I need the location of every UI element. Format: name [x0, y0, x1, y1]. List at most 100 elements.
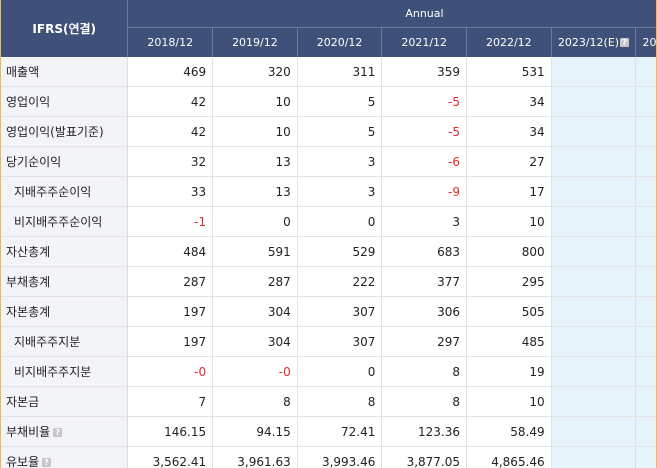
- value-cell: 0: [212, 206, 298, 237]
- row-label-cell: 영업이익(발표기준): [1, 116, 129, 147]
- table-row: 당기순이익 32 13 3 -6 27: [1, 146, 656, 177]
- value-cell: 3: [297, 146, 383, 177]
- table-row: 자본총계 197 304 307 306 505: [1, 296, 656, 327]
- value-cell: 304: [212, 326, 298, 357]
- value-cell: 377: [381, 266, 468, 297]
- value-cell: 34: [466, 86, 552, 117]
- estimate-cell: [551, 176, 637, 207]
- estimate-year-label: 2023/12(E): [557, 36, 620, 49]
- value-cell: 8: [381, 386, 468, 417]
- estimate-cell: [551, 356, 637, 387]
- estimate-cell: [635, 296, 656, 327]
- row-label: 지배주주지분: [14, 335, 81, 349]
- value-cell: -5: [381, 116, 468, 147]
- value-cell: 531: [466, 57, 552, 87]
- estimate-cell: [551, 206, 637, 237]
- value-cell: 58.49: [466, 416, 552, 447]
- value-cell: 0: [297, 356, 383, 387]
- value-cell: 287: [127, 266, 214, 297]
- value-cell: 7: [127, 386, 214, 417]
- table-row: 자본금 7 8 8 8 10: [1, 386, 656, 417]
- help-icon[interactable]: ?: [620, 38, 630, 47]
- table-row: 영업이익(발표기준) 42 10 5 -5 34: [1, 116, 656, 147]
- estimate-cell: [635, 416, 656, 447]
- estimate-cell: [551, 86, 637, 117]
- estimate-year-header: 2023/12(E)?: [551, 27, 637, 57]
- value-cell: 3: [381, 206, 468, 237]
- value-cell: 3,877.05: [381, 446, 468, 468]
- annual-group-header: Annual: [127, 0, 656, 28]
- value-cell: 800: [466, 236, 552, 267]
- value-cell: -9: [381, 176, 468, 207]
- table-row: 자산총계 484 591 529 683 800: [1, 236, 656, 267]
- value-cell: 0: [297, 206, 383, 237]
- table-row: 지배주주지분 197 304 307 297 485: [1, 326, 656, 357]
- value-cell: 307: [297, 296, 383, 327]
- estimate-cell: [551, 386, 637, 417]
- row-label-cell: 자본총계: [1, 296, 129, 327]
- value-cell: 295: [466, 266, 552, 297]
- value-cell: 287: [212, 266, 298, 297]
- value-cell: 146.15: [127, 416, 214, 447]
- value-cell: 33: [127, 176, 214, 207]
- table-row: 비지배주주지분 -0 -0 0 8 19: [1, 356, 656, 387]
- row-label: 부채비율: [6, 425, 51, 439]
- value-cell: 8: [381, 356, 468, 387]
- value-cell: 304: [212, 296, 298, 327]
- estimate-cell: [635, 386, 656, 417]
- value-cell: 485: [466, 326, 552, 357]
- row-label: 지배주주순이익: [14, 185, 92, 199]
- corner-label: IFRS(연결): [1, 0, 129, 57]
- estimate-cell: [635, 146, 656, 177]
- year-header: 2019/12: [212, 27, 298, 57]
- value-cell: 13: [212, 176, 298, 207]
- value-cell: 123.36: [381, 416, 468, 447]
- estimate-cell: [551, 416, 637, 447]
- row-label-cell: 매출액: [1, 57, 129, 87]
- value-cell: 3,993.46: [297, 446, 383, 468]
- estimate-cell: [551, 326, 637, 357]
- estimate-cell: [635, 266, 656, 297]
- table-row: 영업이익 42 10 5 -5 34: [1, 86, 656, 117]
- estimate-cell: [635, 57, 656, 87]
- row-label-cell: 유보율?: [1, 446, 129, 468]
- value-cell: 469: [127, 57, 214, 87]
- help-icon[interactable]: ?: [42, 458, 52, 467]
- value-cell: 3,562.41: [127, 446, 214, 468]
- help-icon[interactable]: ?: [53, 428, 63, 437]
- value-cell: 222: [297, 266, 383, 297]
- estimate-cell: [635, 236, 656, 267]
- value-cell: 297: [381, 326, 468, 357]
- estimate-cell: [635, 446, 656, 468]
- estimate-cell: [635, 176, 656, 207]
- value-cell: 27: [466, 146, 552, 177]
- row-label-cell: 부채총계: [1, 266, 129, 297]
- value-cell: -6: [381, 146, 468, 177]
- row-label: 부채총계: [6, 275, 51, 289]
- estimate-year-label: 2024/12(E): [642, 36, 657, 49]
- estimate-cell: [551, 296, 637, 327]
- table-row: 부채비율? 146.15 94.15 72.41 123.36 58.49: [1, 416, 656, 447]
- value-cell: 10: [212, 86, 298, 117]
- table-header: IFRS(연결) Annual 2018/12 2019/12 2020/12 202…: [1, 0, 657, 57]
- estimate-year-header: 2024/12(E)?: [635, 27, 657, 57]
- table-body: 매출액 469 320 311 359 531 영업이익 42 10 5 -5 34 영업이익(발표기준…: [1, 57, 656, 468]
- value-cell: 42: [127, 86, 214, 117]
- row-label: 비지배주주순이익: [14, 215, 103, 229]
- row-label-cell: 자산총계: [1, 236, 129, 267]
- row-label-cell: 비지배주주순이익: [1, 206, 129, 237]
- estimate-cell: [635, 356, 656, 387]
- value-cell: 3: [297, 176, 383, 207]
- value-cell: -1: [127, 206, 214, 237]
- value-cell: 5: [297, 116, 383, 147]
- year-header: 2022/12: [466, 27, 552, 57]
- value-cell: 529: [297, 236, 383, 267]
- row-label: 자산총계: [6, 245, 51, 259]
- value-cell: 17: [466, 176, 552, 207]
- value-cell: 4,865.46: [466, 446, 552, 468]
- value-cell: 591: [212, 236, 298, 267]
- value-cell: -0: [127, 356, 214, 387]
- value-cell: 683: [381, 236, 468, 267]
